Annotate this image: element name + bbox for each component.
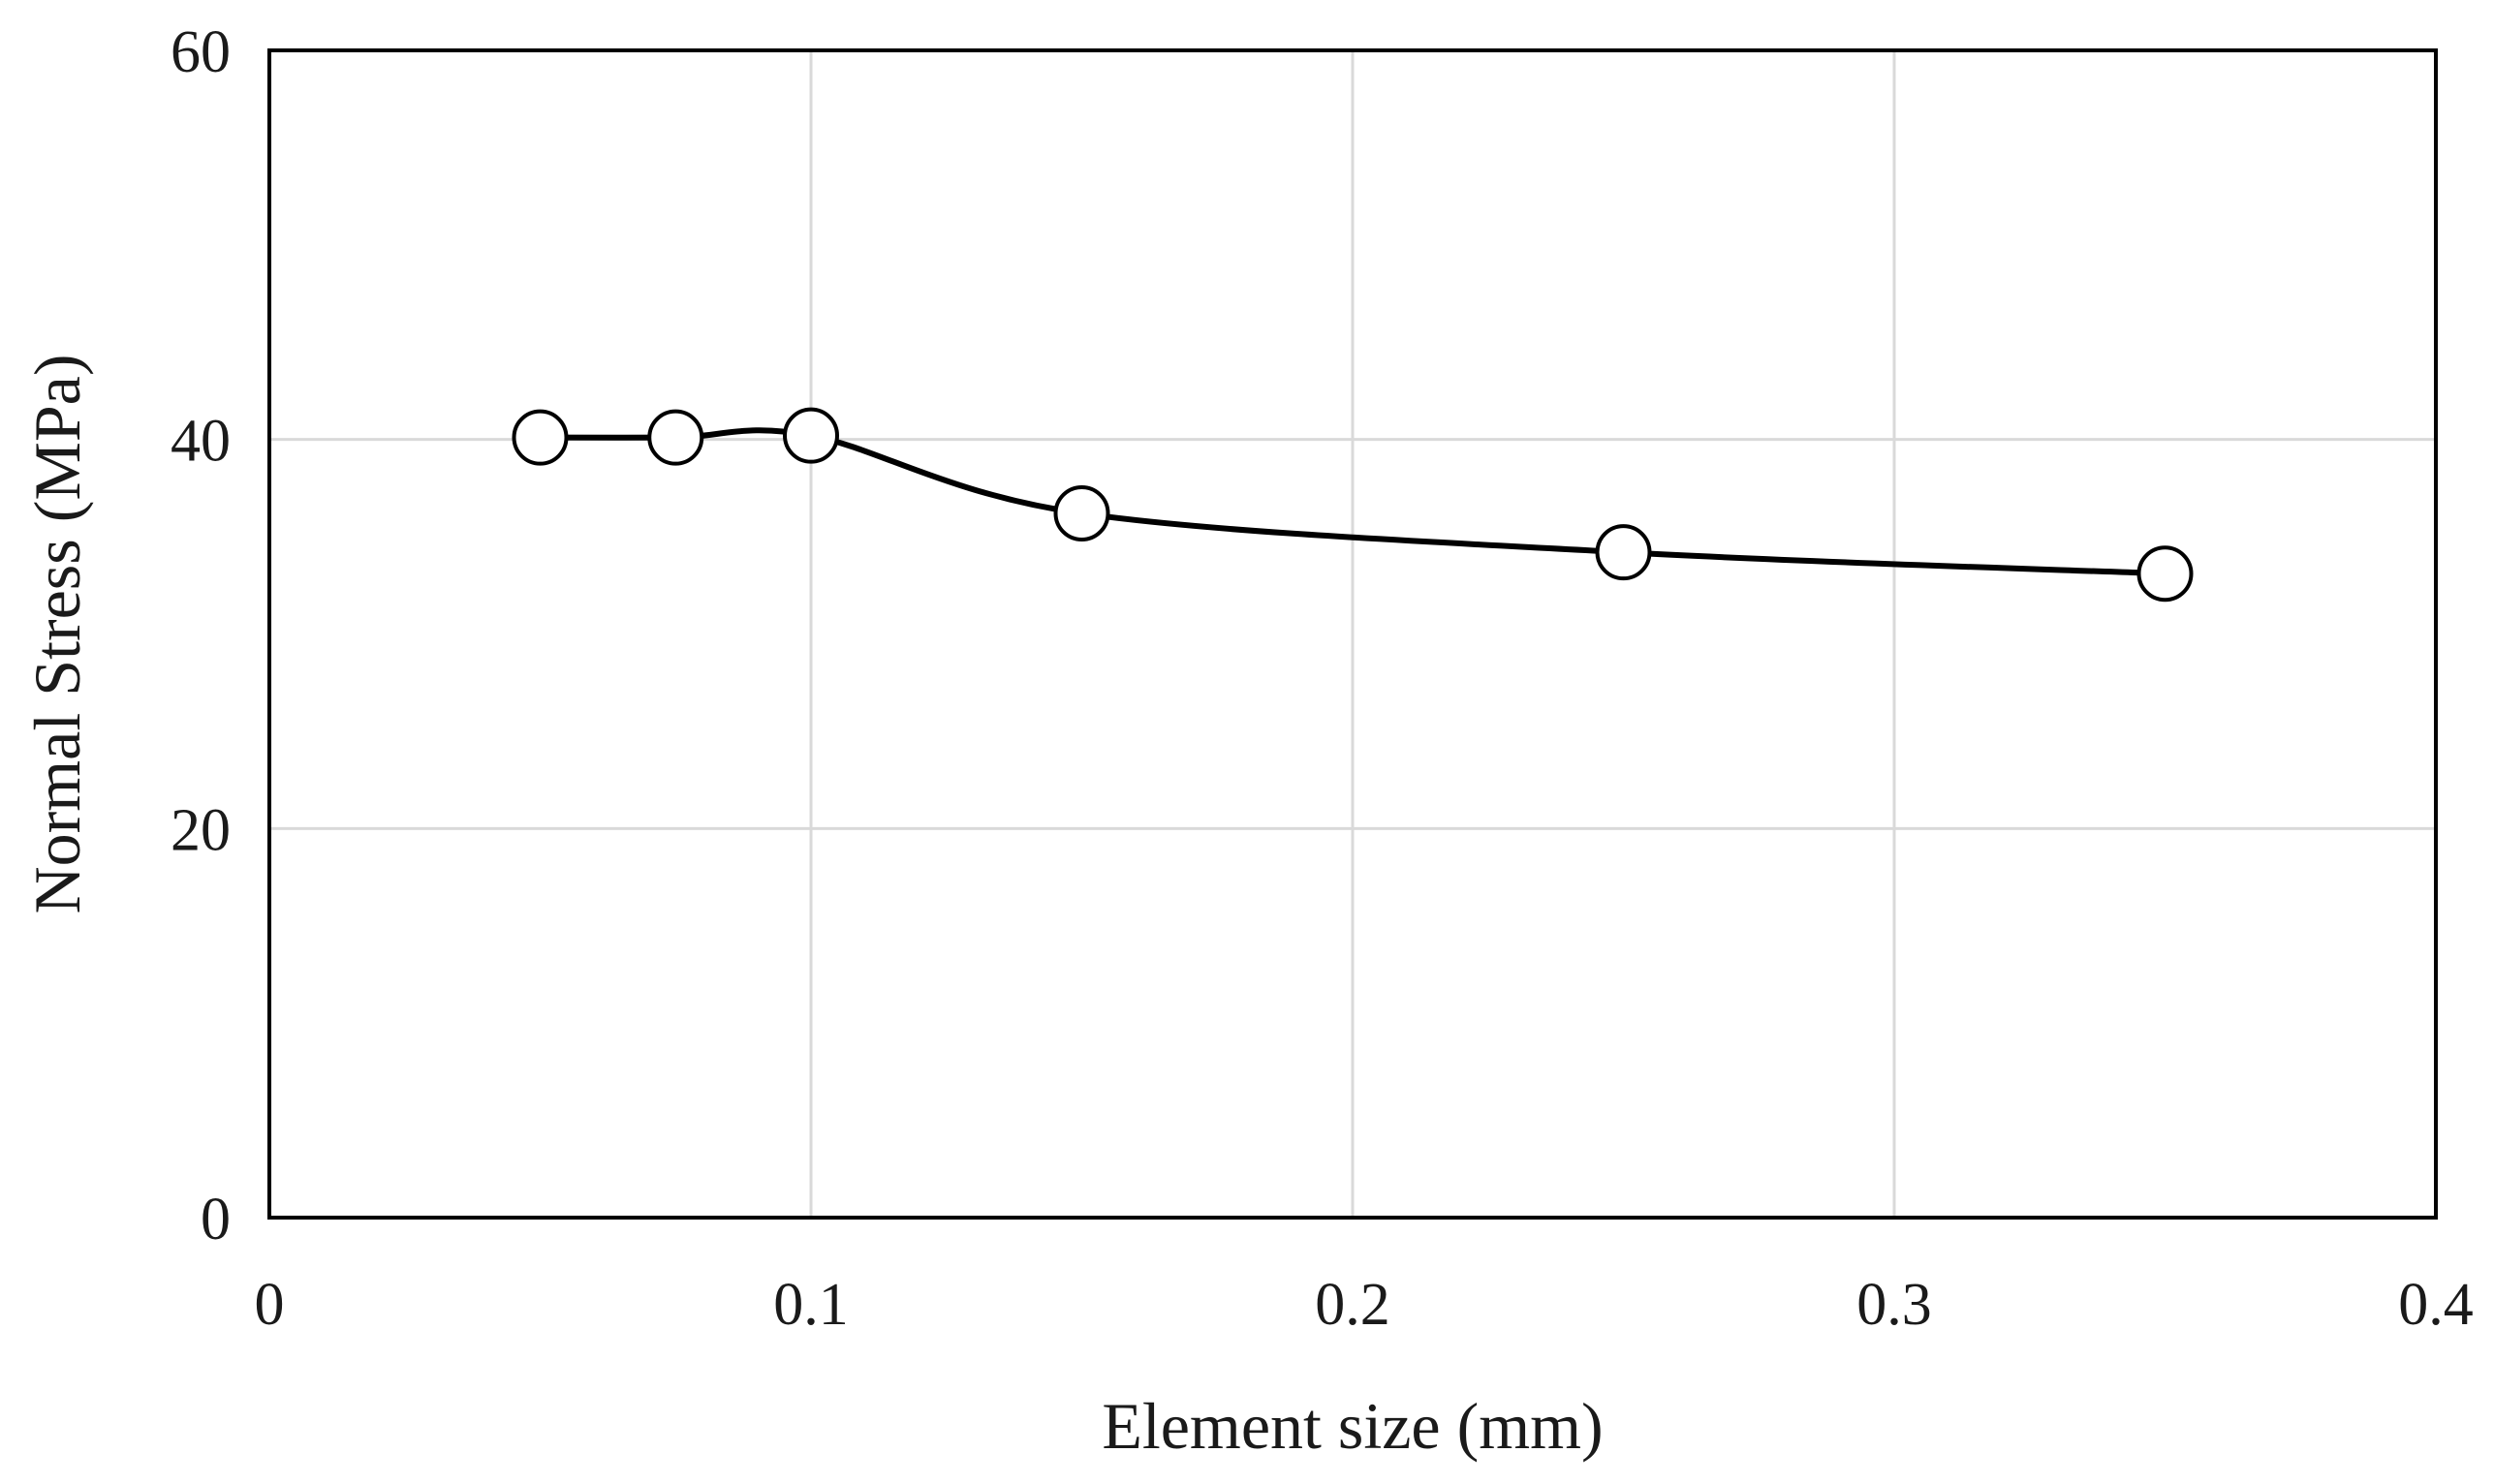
tick-labels: 0 0.1 0.2 0.3 0.4 0 20 40 60: [171, 19, 2474, 1338]
x-tick-label: 0.4: [2398, 1272, 2474, 1338]
y-tick-label: 40: [171, 409, 231, 475]
y-tick-label: 60: [171, 19, 231, 85]
data-point: [2136, 545, 2194, 603]
data-point: [647, 409, 704, 466]
data-point: [1053, 484, 1110, 541]
x-tick-label: 0: [255, 1272, 285, 1338]
x-tick-label: 0.2: [1315, 1272, 1390, 1338]
x-tick-label: 0.3: [1856, 1272, 1932, 1338]
y-tick-label: 0: [201, 1187, 231, 1252]
x-axis-title: Element size (mm): [1102, 1389, 1603, 1463]
plot-frame: [267, 48, 2438, 1220]
x-tick-label: 0.1: [773, 1272, 849, 1338]
y-tick-label: 20: [171, 797, 231, 863]
series-layer: [512, 407, 2194, 603]
data-point: [783, 407, 839, 464]
data-point: [1595, 524, 1652, 581]
data-point: [512, 409, 569, 466]
y-axis-title: Normal Stress (MPa): [20, 355, 94, 914]
